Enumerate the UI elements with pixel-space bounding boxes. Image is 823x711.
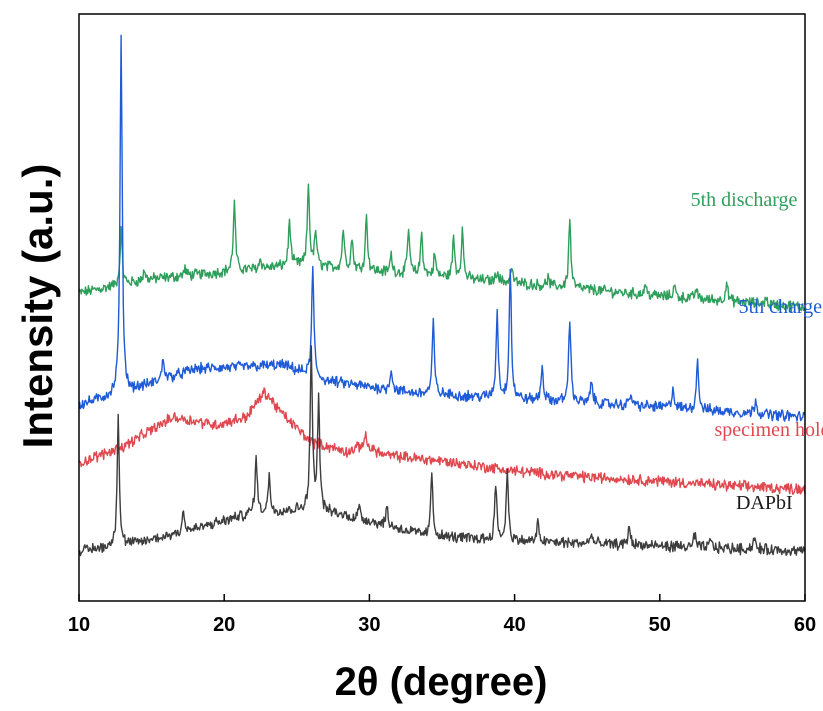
series-line-specimen-holder [78, 387, 806, 495]
series-line-5th-charge [78, 34, 806, 422]
y-axis-title: Intensity (a.u.) [14, 164, 61, 449]
series-annotation: specimen holder [715, 419, 823, 441]
series-annotation: 5th discharge [691, 189, 798, 211]
x-tick-label: 40 [503, 614, 525, 636]
plot-frame [78, 13, 806, 602]
series-line-dapbi [78, 345, 806, 557]
series-annotations: 5th discharge 5th charge specimen holder DA… [691, 189, 823, 514]
x-tick-label: 20 [213, 614, 235, 636]
series-annotation: 5th charge [739, 296, 823, 318]
series-layer [78, 34, 806, 557]
x-axis-ticks: 10 20 30 40 50 60 [68, 594, 816, 636]
x-tick-label: 60 [794, 614, 816, 636]
x-axis-title: 2θ (degree) [335, 660, 548, 704]
x-tick-label: 50 [649, 614, 671, 636]
series-line-5th-discharge [78, 183, 805, 313]
plot-border [78, 13, 806, 602]
x-tick-label: 30 [358, 614, 380, 636]
x-tick-label: 10 [68, 614, 90, 636]
series-annotation: DAPbI [736, 492, 793, 514]
